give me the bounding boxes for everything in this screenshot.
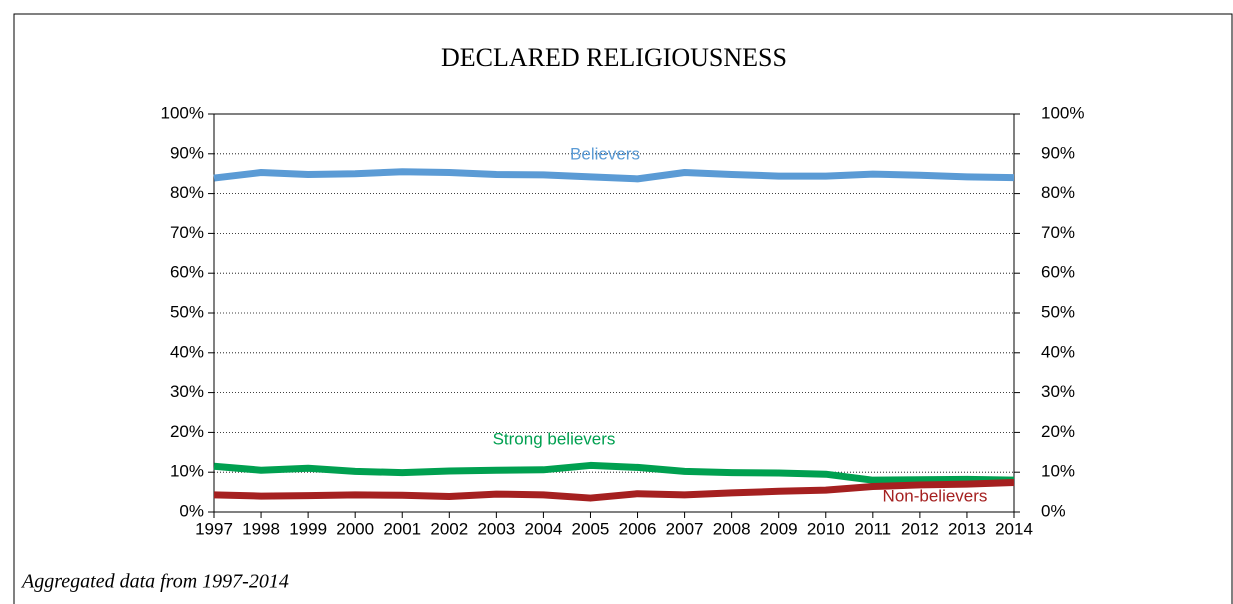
- series-label: Non-believers: [883, 486, 988, 505]
- y-tick-label: 20%: [170, 422, 204, 441]
- series-line: [213, 479, 1015, 502]
- x-tick-label: 2003: [477, 519, 515, 538]
- series-line: [213, 168, 1015, 183]
- y-tick-label: 0%: [179, 501, 204, 520]
- y-tick-label: 10%: [170, 462, 204, 481]
- y2-tick-label: 50%: [1041, 302, 1075, 321]
- y-tick-label: 30%: [170, 382, 204, 401]
- y2-tick-label: 90%: [1041, 143, 1075, 162]
- y-tick-label: 100%: [161, 103, 204, 122]
- x-tick-label: 1998: [242, 519, 280, 538]
- x-tick-label: 2002: [430, 519, 468, 538]
- y2-tick-label: 10%: [1041, 462, 1075, 481]
- y-tick-label: 90%: [170, 143, 204, 162]
- chart-title: DECLARED RELIGIOUSNESS: [441, 43, 787, 72]
- y-tick-label: 40%: [170, 342, 204, 361]
- y2-tick-label: 70%: [1041, 223, 1075, 242]
- y2-tick-label: 60%: [1041, 263, 1075, 282]
- y-tick-label: 70%: [170, 223, 204, 242]
- y2-tick-label: 30%: [1041, 382, 1075, 401]
- frame: [13, 13, 1233, 604]
- y2-tick-label: 40%: [1041, 342, 1075, 361]
- x-tick-label: 2007: [666, 519, 704, 538]
- y-tick-label: 60%: [170, 263, 204, 282]
- y2-tick-label: 80%: [1041, 183, 1075, 202]
- y-tick-label: 50%: [170, 302, 204, 321]
- footnote: Aggregated data from 1997-2014: [20, 571, 289, 593]
- x-tick-label: 2013: [948, 519, 986, 538]
- series-label: Strong believers: [493, 429, 616, 448]
- y2-tick-label: 100%: [1041, 103, 1084, 122]
- x-tick-label: 2011: [855, 519, 892, 538]
- series-line: [213, 461, 1015, 484]
- x-tick-label: 2010: [807, 519, 845, 538]
- x-tick-label: 2004: [524, 519, 562, 538]
- y2-tick-label: 0%: [1041, 501, 1066, 520]
- series-label: Believers: [570, 144, 640, 163]
- x-tick-label: 2008: [713, 519, 751, 538]
- x-tick-label: 2014: [995, 519, 1033, 538]
- x-tick-label: 1997: [195, 519, 233, 538]
- x-tick-label: 2001: [383, 519, 421, 538]
- x-tick-label: 2000: [336, 519, 374, 538]
- x-tick-label: 2012: [901, 519, 939, 538]
- x-tick-label: 2006: [619, 519, 657, 538]
- y-tick-label: 80%: [170, 183, 204, 202]
- x-tick-label: 1999: [289, 519, 327, 538]
- x-tick-label: 2005: [572, 519, 610, 538]
- plot-frame: [213, 113, 1015, 513]
- x-tick-label: 2009: [760, 519, 798, 538]
- y2-tick-label: 20%: [1041, 422, 1075, 441]
